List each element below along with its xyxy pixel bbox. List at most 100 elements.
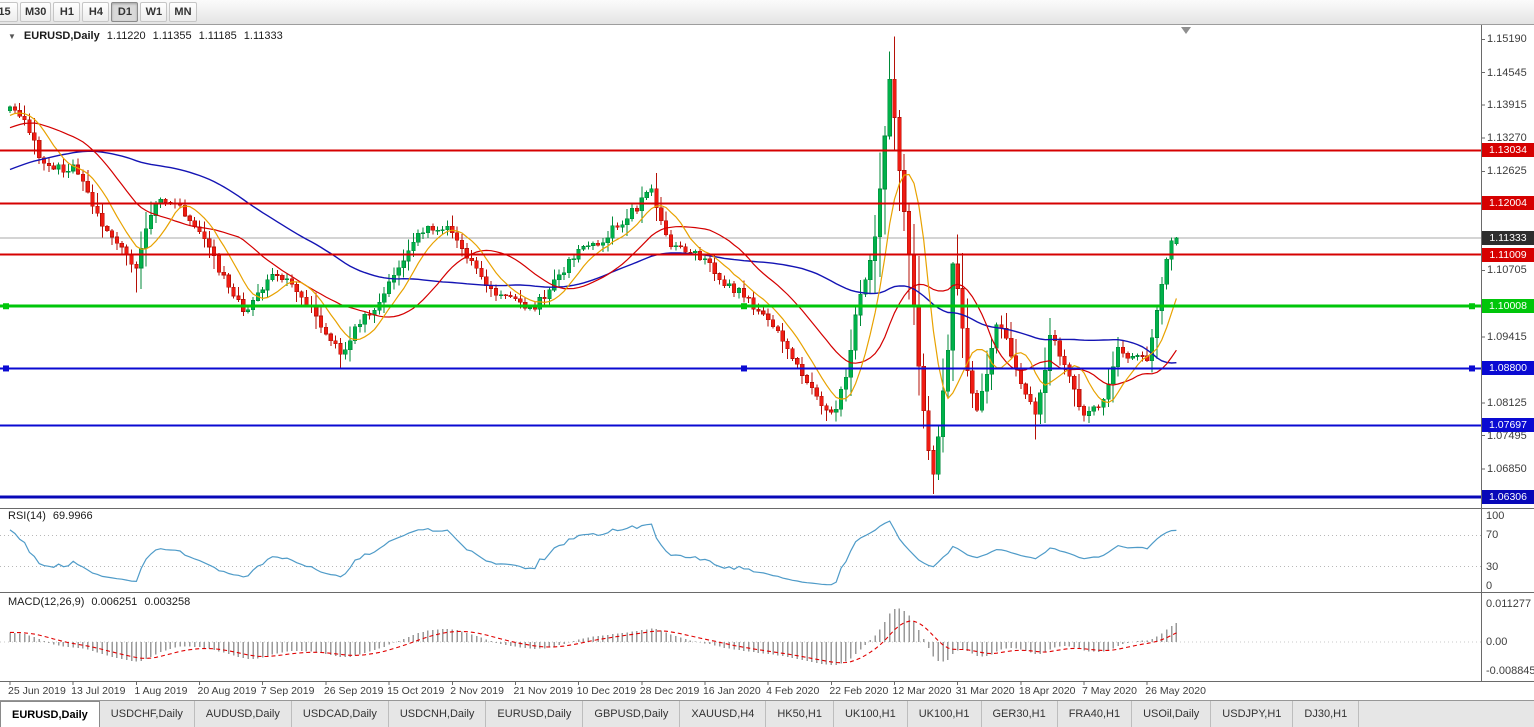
collapse-arrow-icon[interactable]: ▼ [8,32,16,41]
timeframe-button-d1[interactable]: D1 [111,2,139,22]
ma-slow-line [9,150,1177,364]
chart-tab-usdchf-daily[interactable]: USDCHF,Daily [99,701,195,727]
macd-scale-label: -0.008845 [1486,665,1534,678]
rsi-scale-label: 0 [1486,580,1493,592]
date-label: 12 Mar 2020 [892,685,952,697]
candlestick-series [7,36,1179,495]
price-tick-label: 1.13270 [1487,132,1527,145]
timeframe-button-15[interactable]: 15 [0,2,18,22]
rsi-title: RSI(14) 69.9966 [8,510,93,522]
ohlc-close: 1.11333 [243,30,283,42]
level-price-badge: 1.11009 [1482,247,1534,262]
price-tick-label: 1.13915 [1487,99,1527,112]
date-label: 7 Sep 2019 [260,685,315,697]
chart-shift-marker-icon[interactable] [1181,27,1191,34]
ohlc-low: 1.11185 [198,30,237,42]
rsi-value: 69.9966 [52,510,93,522]
line-handle[interactable] [3,303,9,310]
price-tick-label: 1.08125 [1487,397,1527,410]
date-label: 22 Feb 2020 [829,685,889,697]
chart-tab-hk50-h1[interactable]: HK50,H1 [766,701,834,727]
price-tick-label: 1.14545 [1487,66,1527,79]
chart-symbol-label: EURUSD,Daily [23,30,100,42]
price-tick-label: 1.12625 [1487,165,1527,178]
chart-tab-gbpusd-daily[interactable]: GBPUSD,Daily [583,701,681,727]
macd-scale-label: 0.00 [1486,636,1508,648]
date-label: 25 Jun 2019 [8,685,66,697]
chart-tab-eurusd-daily[interactable]: EURUSD,Daily [486,701,584,727]
level-price-badge: 1.06306 [1482,489,1534,504]
price-tick-label: 1.07495 [1487,429,1527,442]
rsi-scale-label: 70 [1486,529,1499,542]
timeframe-button-w1[interactable]: W1 [140,2,168,22]
rsi-line [9,520,1177,586]
chart-tab-xauusd-h4[interactable]: XAUUSD,H4 [680,701,767,727]
pane-borders [0,25,1534,685]
chart-tab-eurusd-daily[interactable]: EURUSD,Daily [0,701,100,727]
line-handle[interactable] [741,303,747,310]
timeframe-button-mn[interactable]: MN [169,2,197,22]
ohlc-open: 1.11220 [106,30,146,42]
macd-main-value: 0.006251 [91,596,138,608]
chart-tab-ger30-h1[interactable]: GER30,H1 [981,701,1058,727]
line-handle[interactable] [741,365,747,372]
time-axis: 25 Jun 2019 13 Jul 2019 1 Aug 2019 20 Aug 2… [0,682,1480,700]
chart-tab-usdcnh-daily[interactable]: USDCNH,Daily [388,701,487,727]
macd-signal-value: 0.003258 [144,596,191,608]
date-label: 26 May 2020 [1145,685,1206,697]
chart-title: ▼ EURUSD,Daily 1.11220 1.11355 1.11185 1… [8,30,283,43]
price-tick-label: 1.15190 [1487,33,1527,46]
macd-label: MACD(12,26,9) [8,596,85,608]
price-axis: 1.15190 1.14545 1.13915 1.13270 1.12625 1.107… [1482,25,1534,682]
chart-tab-uk100-h1[interactable]: UK100,H1 [907,701,982,727]
date-label: 7 May 2020 [1082,685,1137,697]
chart-tab-bar: EURUSD,Daily USDCHF,Daily AUDUSD,Daily USDC… [0,700,1534,727]
timeframe-button-m30[interactable]: M30 [20,2,52,22]
timeframe-button-h4[interactable]: H4 [82,2,110,22]
date-label: 2 Nov 2019 [450,685,504,697]
date-label: 28 Dec 2019 [639,685,700,697]
line-handle[interactable] [3,365,9,372]
date-label: 20 Aug 2019 [197,685,257,697]
chart-tab-usdcad-daily[interactable]: USDCAD,Daily [291,701,389,727]
macd-title: MACD(12,26,9) 0.006251 0.003258 [8,596,190,608]
timeframe-button-h1[interactable]: H1 [53,2,81,22]
level-price-badge: 1.07697 [1482,418,1534,433]
macd-histogram [9,608,1178,666]
chart-tab-audusd-daily[interactable]: AUDUSD,Daily [194,701,292,727]
price-tick-label: 1.06850 [1487,462,1527,475]
ma-fast-line [9,112,1177,404]
price-tick-label: 1.09415 [1487,330,1527,343]
date-label: 26 Sep 2019 [323,685,384,697]
rsi-label: RSI(14) [8,510,46,522]
price-tick-label: 1.10705 [1487,264,1527,277]
line-handle[interactable] [1469,365,1475,372]
date-label: 15 Oct 2019 [387,685,445,697]
chart-tab-dj30-h1[interactable]: DJ30,H1 [1293,701,1360,727]
date-label: 31 Mar 2020 [955,685,1015,697]
date-label: 18 Apr 2020 [1018,685,1076,697]
ohlc-high: 1.11355 [152,30,192,42]
rsi-scale-label: 100 [1486,510,1505,522]
macd-signal-line [9,620,1177,664]
level-price-badge: 1.08800 [1482,361,1534,376]
ma-medium-line [9,122,1177,386]
level-price-badge: 1.13034 [1482,143,1534,158]
chart-tab-usdjpy-h1[interactable]: USDJPY,H1 [1211,701,1294,727]
rsi-scale-label: 30 [1486,560,1499,573]
date-label: 16 Jan 2020 [702,685,761,697]
current-price-badge: 1.11333 [1482,231,1534,245]
level-price-badge: 1.10008 [1482,299,1534,314]
chart-tab-fra40-h1[interactable]: FRA40,H1 [1057,701,1133,727]
date-label: 13 Jul 2019 [71,685,126,697]
line-handle[interactable] [1469,303,1475,310]
chart-tab-uk100-h1[interactable]: UK100,H1 [833,701,908,727]
level-price-badge: 1.12004 [1482,196,1534,211]
chart-tab-usoil-daily[interactable]: USOil,Daily [1132,701,1212,727]
date-label: 10 Dec 2019 [576,685,637,697]
date-label: 21 Nov 2019 [513,685,573,697]
date-label: 4 Feb 2020 [766,685,820,697]
timeframe-toolbar: 15M30H1H4D1W1MN [0,0,1534,25]
macd-scale-label: 0.011277 [1486,598,1532,611]
